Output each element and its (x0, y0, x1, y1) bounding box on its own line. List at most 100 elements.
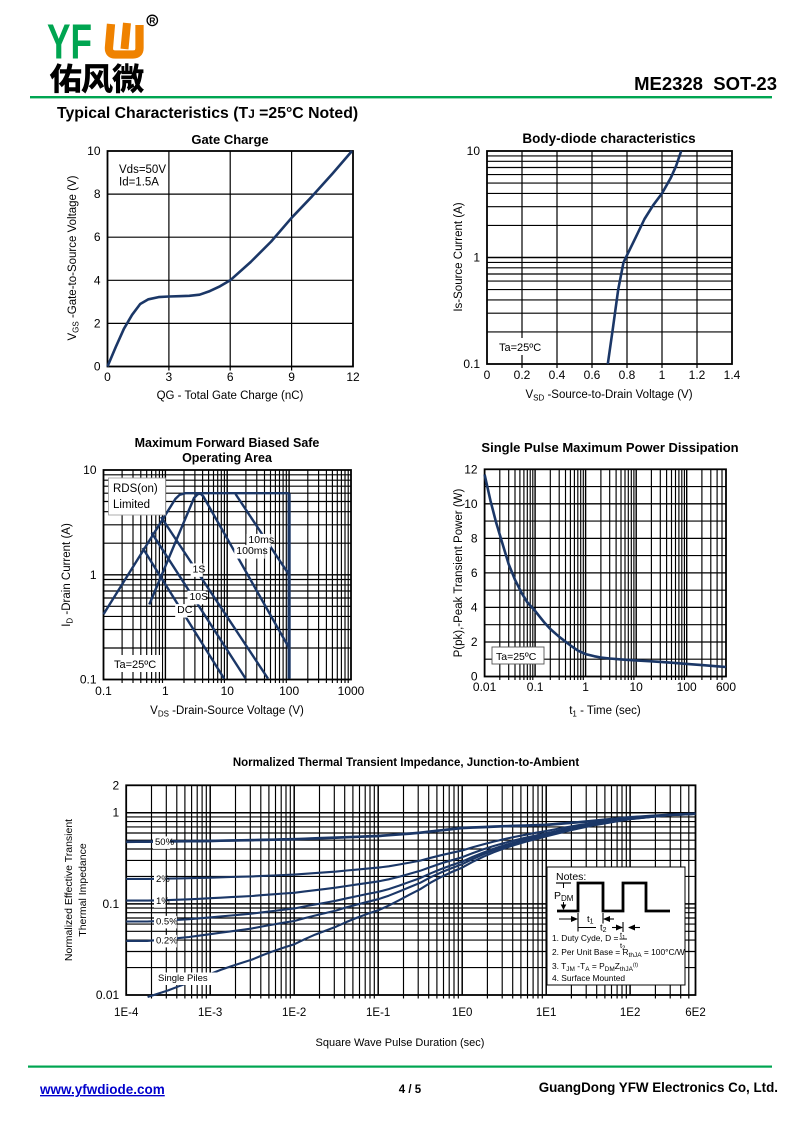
svg-text:4. Surface Mounted: 4. Surface Mounted (552, 973, 625, 983)
svg-text:QG - Total Gate Charge (nC): QG - Total Gate Charge (nC) (157, 390, 304, 402)
svg-text:6E2: 6E2 (685, 1007, 705, 1019)
svg-text:Maximum Forward Biased Safe: Maximum Forward Biased Safe (135, 436, 320, 450)
svg-text:0.1: 0.1 (95, 684, 112, 698)
svg-text:0.01: 0.01 (96, 988, 120, 1002)
svg-text:3: 3 (166, 370, 173, 384)
svg-text:6: 6 (227, 370, 234, 384)
svg-text:Single Pulse Maximum Power Dis: Single Pulse Maximum Power Dissipation (481, 440, 738, 455)
svg-text:VSD -Source-to-Drain Voltage (: VSD -Source-to-Drain Voltage (V) (525, 389, 692, 403)
svg-text:10: 10 (464, 497, 478, 511)
svg-text:VDS -Drain-Source Voltage (V): VDS -Drain-Source Voltage (V) (150, 705, 304, 719)
svg-text:1E-1: 1E-1 (366, 1007, 390, 1019)
svg-text:t2: t2 (620, 941, 625, 952)
svg-text:Normalized Thermal Transient I: Normalized Thermal Transient Impedance, … (233, 757, 580, 769)
svg-text:1%: 1% (156, 896, 170, 907)
svg-text:Limited: Limited (113, 499, 150, 511)
svg-text:Vds=50V: Vds=50V (119, 164, 166, 176)
svg-text:2: 2 (94, 316, 101, 330)
svg-text:Ta=25ºC: Ta=25ºC (114, 659, 156, 671)
svg-text:Is-Source Current (A): Is-Source Current (A) (453, 202, 465, 311)
svg-text:1E2: 1E2 (620, 1007, 640, 1019)
svg-text:Square Wave Pulse Duration (se: Square Wave Pulse Duration (sec) (316, 1037, 485, 1049)
svg-text:1S: 1S (193, 563, 206, 575)
svg-text:1. Duty Cyde, D =: 1. Duty Cyde, D = (552, 933, 618, 943)
svg-text:0.1: 0.1 (103, 897, 120, 911)
svg-text:8: 8 (471, 531, 478, 545)
svg-text:0.5%: 0.5% (156, 916, 178, 927)
svg-text:1: 1 (162, 684, 169, 698)
svg-text:4: 4 (94, 273, 101, 287)
svg-text:0.01: 0.01 (473, 680, 497, 694)
svg-text:DC: DC (177, 604, 193, 616)
svg-text:1: 1 (113, 806, 120, 820)
svg-text:0.1: 0.1 (527, 680, 544, 694)
svg-text:1: 1 (90, 568, 97, 582)
svg-text:10: 10 (467, 144, 481, 158)
svg-text:1E-2: 1E-2 (282, 1007, 306, 1019)
svg-text:RDS(on): RDS(on) (113, 483, 158, 495)
svg-text:www.yfwdiode.com: www.yfwdiode.com (39, 1082, 165, 1097)
svg-text:10: 10 (221, 684, 235, 698)
svg-text:0.1: 0.1 (80, 673, 97, 687)
svg-text:0.1: 0.1 (463, 357, 480, 371)
svg-text:Ta=25ºC: Ta=25ºC (499, 342, 541, 354)
svg-text:VGS -Gate-to-Source Voltage (V: VGS -Gate-to-Source Voltage (V) (67, 175, 81, 340)
svg-text:Operating Area: Operating Area (182, 451, 273, 465)
svg-text:12: 12 (346, 370, 360, 384)
svg-text:Body-diode characteristics: Body-diode characteristics (522, 131, 695, 146)
svg-text:2%: 2% (156, 874, 170, 885)
svg-text:1E1: 1E1 (536, 1007, 556, 1019)
svg-text:t1: t1 (620, 931, 625, 942)
svg-text:0.6: 0.6 (584, 368, 601, 382)
svg-text:Typical Characteristics (TJ =2: Typical Characteristics (TJ =25°C Noted) (57, 105, 358, 122)
svg-text:10: 10 (87, 144, 101, 158)
svg-text:1.2: 1.2 (689, 368, 706, 382)
svg-text:ID -Drain Current (A): ID -Drain Current (A) (61, 523, 75, 627)
svg-text:R: R (149, 15, 155, 25)
svg-text:600: 600 (716, 680, 736, 694)
svg-text:100ms: 100ms (236, 545, 268, 557)
svg-text:0.2: 0.2 (514, 368, 531, 382)
svg-text:1E-3: 1E-3 (198, 1007, 222, 1019)
svg-text:Gate Charge: Gate Charge (191, 132, 268, 147)
svg-text:0.2%: 0.2% (156, 935, 178, 946)
svg-text:Thermal Impedance: Thermal Impedance (77, 843, 89, 937)
svg-text:Notes:: Notes: (556, 871, 586, 883)
svg-text:1E-4: 1E-4 (114, 1007, 139, 1019)
svg-text:GuangDong YFW Electronics Co,: GuangDong YFW Electronics Co, Ltd. (539, 1080, 778, 1095)
svg-text:t1 - Time (sec): t1 - Time (sec) (569, 705, 641, 719)
svg-text:10S: 10S (189, 591, 208, 603)
svg-text:PDM: PDM (554, 890, 574, 903)
svg-text:4: 4 (471, 600, 478, 614)
svg-text:4 / 5: 4 / 5 (399, 1084, 422, 1096)
svg-text:0: 0 (104, 370, 111, 384)
svg-text:YF: YF (47, 15, 92, 70)
svg-text:Single Piles: Single Piles (158, 973, 208, 984)
svg-text:1: 1 (473, 251, 480, 265)
svg-text:100: 100 (677, 680, 697, 694)
svg-text:P(pk),-Peak Transient Power (W: P(pk),-Peak Transient Power (W) (453, 488, 465, 657)
svg-text:0.8: 0.8 (619, 368, 636, 382)
svg-text:1: 1 (582, 680, 589, 694)
svg-text:Id=1.5A: Id=1.5A (119, 177, 159, 189)
svg-text:10: 10 (629, 680, 643, 694)
svg-text:Ta=25ºC: Ta=25ºC (496, 651, 537, 663)
svg-text:Normalized Effective Transient: Normalized Effective Transient (63, 819, 75, 961)
svg-text:2: 2 (113, 778, 120, 792)
svg-text:12: 12 (464, 462, 478, 476)
svg-text:t2: t2 (600, 923, 607, 935)
svg-text:9: 9 (288, 370, 295, 384)
svg-text:1E0: 1E0 (452, 1007, 472, 1019)
svg-text:0: 0 (484, 368, 491, 382)
svg-text:10ms: 10ms (248, 534, 274, 546)
svg-text:6: 6 (94, 230, 101, 244)
svg-text:1: 1 (659, 368, 666, 382)
svg-text:0: 0 (471, 670, 478, 684)
svg-text:2: 2 (471, 635, 478, 649)
svg-text:10: 10 (83, 463, 97, 477)
svg-text:100: 100 (279, 684, 299, 698)
svg-text:8: 8 (94, 187, 101, 201)
svg-text:1.4: 1.4 (724, 368, 741, 382)
svg-text:1000: 1000 (338, 684, 365, 698)
svg-text:50%: 50% (155, 837, 175, 848)
